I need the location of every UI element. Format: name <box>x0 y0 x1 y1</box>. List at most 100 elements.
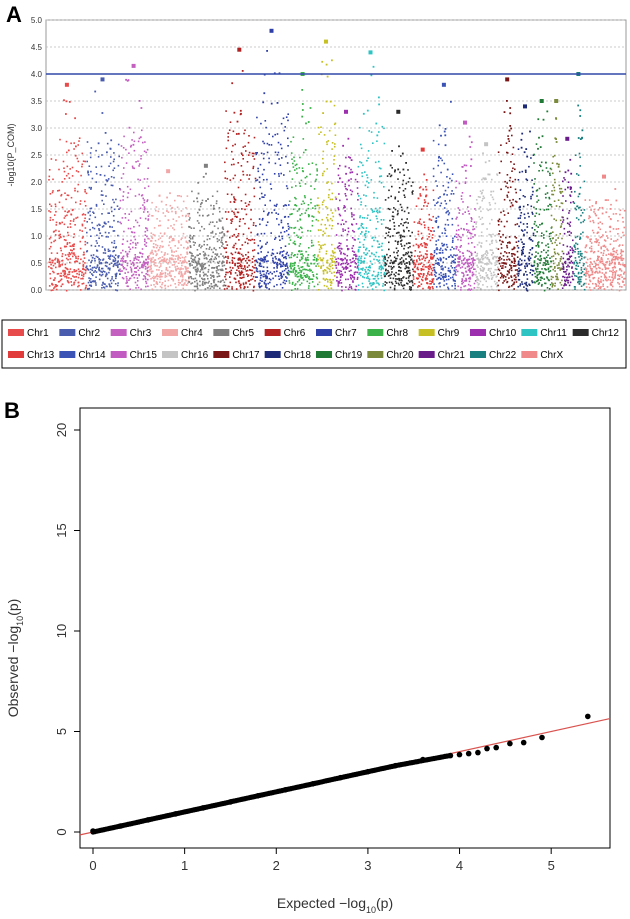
manhattan-point <box>113 176 115 179</box>
manhattan-point <box>383 186 385 188</box>
manhattan-point <box>69 268 72 270</box>
manhattan-point <box>110 282 113 285</box>
manhattan-point <box>311 215 313 217</box>
manhattan-point <box>369 255 371 258</box>
manhattan-point <box>321 218 323 221</box>
manhattan-point <box>394 260 397 262</box>
manhattan-point <box>545 251 547 254</box>
manhattan-point <box>425 243 428 245</box>
manhattan-point <box>276 133 279 135</box>
manhattan-point <box>175 268 177 270</box>
manhattan-point <box>230 269 233 272</box>
manhattan-point <box>378 262 381 264</box>
manhattan-point <box>514 178 517 181</box>
manhattan-point <box>155 209 157 212</box>
manhattan-point <box>425 279 427 281</box>
manhattan-point <box>360 257 362 260</box>
manhattan-point <box>298 250 301 252</box>
manhattan-point <box>289 265 291 267</box>
manhattan-point <box>139 179 141 181</box>
manhattan-point <box>165 275 168 278</box>
manhattan-point <box>279 283 282 286</box>
manhattan-point <box>317 254 319 256</box>
manhattan-point <box>206 215 209 217</box>
manhattan-point <box>398 284 400 286</box>
manhattan-point <box>236 216 238 218</box>
manhattan-point <box>336 246 339 249</box>
manhattan-point <box>171 239 173 242</box>
manhattan-point <box>338 280 340 283</box>
manhattan-point <box>514 188 517 191</box>
manhattan-point <box>238 282 241 285</box>
manhattan-point <box>461 278 463 280</box>
manhattan-point <box>193 244 195 246</box>
manhattan-point <box>202 176 205 178</box>
manhattan-point <box>525 178 528 180</box>
manhattan-point <box>254 177 257 180</box>
manhattan-ytick-label: 5.0 <box>31 16 43 25</box>
manhattan-point <box>234 264 236 267</box>
manhattan-point <box>327 287 330 290</box>
manhattan-point <box>197 181 200 184</box>
manhattan-point <box>154 250 156 252</box>
manhattan-point <box>321 203 324 206</box>
manhattan-point <box>577 272 580 275</box>
manhattan-point <box>443 284 445 287</box>
manhattan-point <box>328 129 331 132</box>
manhattan-point <box>357 289 360 291</box>
manhattan-point <box>344 193 347 195</box>
manhattan-point <box>160 251 163 253</box>
manhattan-point <box>331 212 334 214</box>
manhattan-point <box>519 209 521 211</box>
manhattan-point <box>456 236 458 238</box>
manhattan-point <box>353 231 355 233</box>
manhattan-point <box>430 230 433 232</box>
manhattan-point <box>89 156 92 159</box>
manhattan-point <box>50 241 53 244</box>
manhattan-point <box>468 264 470 267</box>
manhattan-point <box>193 200 195 203</box>
manhattan-point <box>144 217 147 220</box>
manhattan-point <box>388 189 390 192</box>
manhattan-point <box>368 130 370 132</box>
manhattan-point <box>346 254 349 257</box>
manhattan-point <box>195 268 197 271</box>
manhattan-point <box>102 286 105 288</box>
manhattan-point <box>59 264 62 266</box>
manhattan-point <box>471 252 473 255</box>
manhattan-point <box>555 205 558 207</box>
manhattan-point <box>446 176 448 178</box>
manhattan-point <box>147 261 149 263</box>
manhattan-point <box>347 248 350 250</box>
manhattan-point <box>416 277 418 279</box>
manhattan-point <box>243 276 245 279</box>
manhattan-point <box>564 171 567 174</box>
manhattan-point <box>451 241 454 243</box>
manhattan-point <box>104 252 107 254</box>
manhattan-point <box>565 284 567 286</box>
manhattan-point <box>500 252 502 255</box>
manhattan-point <box>435 180 437 182</box>
manhattan-point <box>436 247 438 249</box>
manhattan-point <box>120 264 123 266</box>
manhattan-point <box>468 277 470 280</box>
manhattan-point <box>357 269 360 271</box>
manhattan-point <box>151 237 154 240</box>
manhattan-point <box>248 151 251 154</box>
manhattan-point <box>397 178 399 180</box>
manhattan-point <box>301 103 304 105</box>
manhattan-point <box>550 168 553 171</box>
manhattan-point <box>146 235 148 238</box>
manhattan-point <box>215 270 218 272</box>
manhattan-point <box>283 174 285 176</box>
manhattan-point <box>409 242 411 244</box>
manhattan-point <box>432 279 434 282</box>
manhattan-point <box>77 255 80 258</box>
manhattan-point <box>62 269 64 272</box>
manhattan-point <box>322 112 324 114</box>
manhattan-point <box>475 199 478 201</box>
manhattan-point <box>167 273 169 275</box>
manhattan-point <box>501 275 503 277</box>
manhattan-point <box>344 210 346 212</box>
manhattan-point <box>301 115 304 118</box>
